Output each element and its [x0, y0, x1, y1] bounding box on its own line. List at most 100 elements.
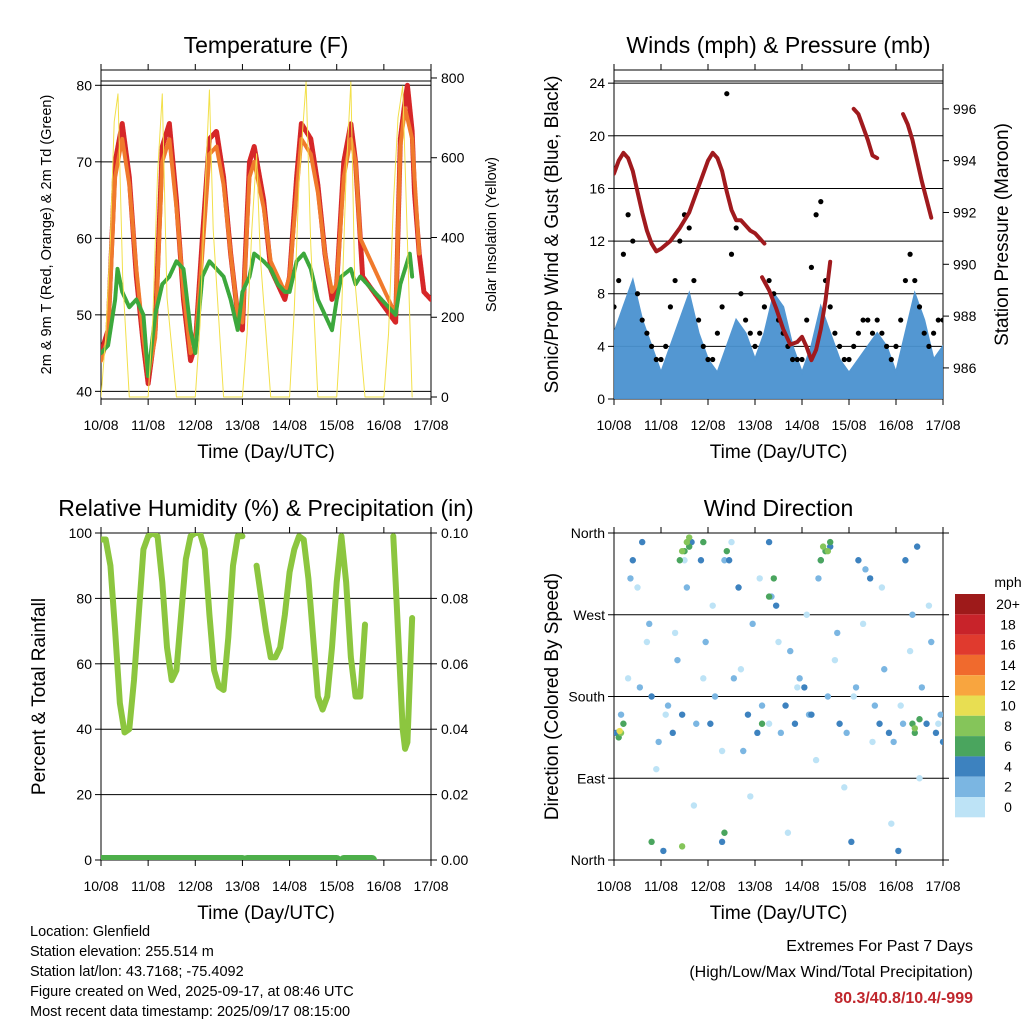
wind-direction-point [669, 729, 676, 737]
gust-point [916, 304, 923, 310]
most-recent-timestamp: Most recent data timestamp: 2025/09/17 0… [30, 1004, 351, 1020]
y-tick-label: 12 [589, 233, 605, 249]
humidity-line [253, 533, 368, 713]
gust-point [700, 343, 706, 349]
y-tick-right-label: 0.04 [441, 721, 468, 737]
wind-direction-point [824, 547, 832, 555]
gust-point [747, 330, 753, 336]
gust-point [790, 356, 796, 363]
gust-point [663, 343, 669, 349]
x-axis-label: Time (Day/UTC) [710, 903, 848, 924]
wind-direction-point [843, 729, 850, 737]
pressure-line [614, 150, 767, 254]
wind-direction-point [911, 729, 918, 737]
x-tick-label: 16/08 [366, 417, 401, 433]
legend-label: 8 [1004, 718, 1012, 734]
x-tick-label: 17/08 [413, 417, 448, 433]
series-group [614, 91, 943, 399]
gust-point [931, 330, 937, 336]
wind-direction-point [662, 711, 669, 718]
gust-point [884, 343, 890, 349]
gust-point [691, 277, 697, 284]
x-tick-label: 14/08 [784, 417, 819, 433]
gust-point [738, 291, 744, 297]
legend-label: 16 [1000, 637, 1016, 653]
y-axis-label: Percent & Total Rainfall [29, 598, 50, 795]
wind-direction-point [881, 666, 888, 673]
gust-point [855, 330, 862, 336]
x-tick-label: 17/08 [413, 878, 448, 894]
gust-point [634, 291, 641, 297]
y-axis-label: Sonic/Prop Wind & Gust (Blue, Black) [542, 76, 563, 394]
gust-point [686, 225, 692, 231]
legend-label: 0 [1004, 799, 1012, 815]
y-tick-right-label: 0.06 [441, 656, 468, 672]
wind-direction-point [782, 702, 789, 709]
gust-point [677, 238, 683, 244]
wind-direction-point [866, 575, 874, 582]
y-tick-label: 40 [76, 721, 92, 737]
gust-point [865, 317, 871, 323]
wind-direction-point [897, 702, 904, 709]
y-tick-right-label: 986 [953, 360, 977, 376]
y-tick-label: 60 [76, 656, 92, 672]
y-tick-right-label: 990 [953, 256, 977, 272]
wind-direction-point [627, 575, 634, 582]
x-tick-label: 15/08 [319, 878, 354, 894]
gust-point [799, 356, 805, 363]
y-axis-right-label: Solar Insolation (Yellow) [484, 157, 500, 312]
gust-point [813, 212, 819, 218]
gust-point [658, 356, 664, 363]
x-tick-label: 15/08 [831, 417, 866, 433]
x-tick-label: 15/08 [831, 878, 866, 894]
gust-point [888, 356, 894, 363]
wind-direction-point [859, 620, 867, 628]
gust-point [832, 330, 838, 336]
wind-direction-point [681, 557, 688, 564]
wind-direction-point [791, 720, 799, 727]
y-tick-label: 50 [76, 307, 92, 323]
temperature-series-line [101, 251, 415, 379]
y-tick-right-label: 400 [441, 229, 465, 245]
gust-point [710, 356, 716, 363]
wind-direction-point [878, 584, 886, 591]
wind-direction-point [744, 711, 752, 718]
chart-title: Relative Humidity (%) & Precipitation (i… [58, 495, 473, 521]
wind-direction-point [869, 738, 876, 746]
wind-direction-point [831, 656, 839, 664]
legend-swatch [955, 675, 985, 696]
extremes-subtitle: (High/Low/Max Wind/Total Precipitation) [689, 964, 973, 981]
gust-point [794, 356, 800, 363]
legend-swatch [955, 594, 985, 615]
wind-direction-point [876, 720, 883, 727]
humidity-precip-panel: Relative Humidity (%) & Precipitation (i… [29, 495, 474, 924]
wind-direction-point [909, 611, 916, 618]
plot-frame [100, 532, 432, 861]
wind-direction-point [848, 838, 855, 846]
x-tick-label: 14/08 [784, 878, 819, 894]
humidity-line [101, 533, 246, 736]
humidity-line [390, 533, 416, 752]
wind-direction-point [754, 729, 761, 737]
legend-label: 14 [1000, 657, 1016, 673]
series-group [101, 533, 416, 860]
wind-direction-point [841, 784, 848, 791]
x-tick-label: 11/08 [644, 417, 678, 433]
wind-direction-point [796, 675, 803, 682]
y-tick-label: 80 [76, 77, 92, 93]
x-tick-label: 17/08 [925, 878, 960, 894]
wind-direction-point [850, 693, 857, 700]
y-tick-right-label: 0.02 [441, 787, 468, 803]
wind-direction-point [836, 720, 843, 727]
gust-point [879, 330, 885, 336]
x-tick-label: 12/08 [690, 417, 725, 433]
legend-swatch [955, 614, 985, 635]
wind-direction-point [765, 720, 773, 727]
wind-direction-point [885, 729, 893, 737]
gust-point [714, 330, 721, 336]
wind-direction-point [765, 538, 773, 546]
x-tick-label: 16/08 [366, 878, 401, 894]
chart-title: Wind Direction [704, 495, 854, 521]
gust-point [639, 317, 645, 323]
sonic-wind-band [614, 277, 943, 399]
